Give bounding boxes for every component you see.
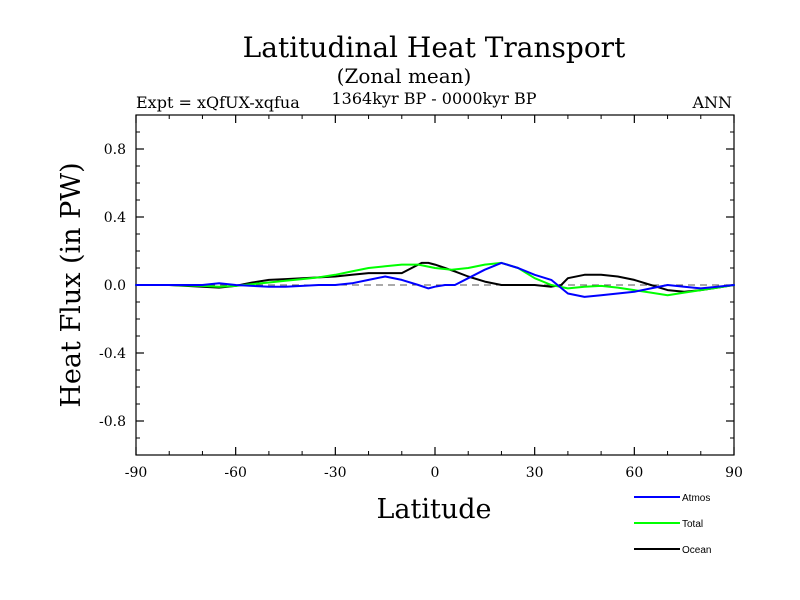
period-label: 1364kyr BP - 0000kyr BP bbox=[332, 89, 537, 108]
y-tick-label: -0.8 bbox=[99, 414, 126, 430]
chart-subtitle: (Zonal mean) bbox=[337, 64, 472, 88]
chart-title: Latitudinal Heat Transport bbox=[243, 31, 626, 64]
legend-label-ocean: Ocean bbox=[682, 545, 711, 556]
y-tick-label: 0.8 bbox=[104, 142, 126, 158]
series-line-atmos bbox=[135, 261, 735, 298]
x-tick-label: -30 bbox=[324, 465, 347, 481]
series-line-ocean bbox=[135, 261, 735, 293]
y-tick-label: -0.4 bbox=[99, 346, 126, 362]
x-tick-label: 60 bbox=[625, 465, 643, 481]
season-label: ANN bbox=[691, 93, 732, 112]
x-tick-label: -90 bbox=[125, 465, 148, 481]
experiment-label: Expt = xQfUX-xqfua bbox=[136, 93, 300, 112]
y-tick-label: 0.4 bbox=[104, 210, 126, 226]
x-tick-label: -60 bbox=[224, 465, 247, 481]
y-tick-label: 0.0 bbox=[104, 278, 126, 294]
x-tick-label: 90 bbox=[725, 465, 743, 481]
x-axis-label: Latitude bbox=[376, 494, 491, 525]
y-axis-label: Heat Flux (in PW) bbox=[56, 162, 87, 407]
legend-label-total: Total bbox=[682, 519, 703, 530]
legend-label-atmos: Atmos bbox=[682, 493, 710, 504]
x-tick-label: 0 bbox=[431, 465, 440, 481]
x-tick-label: 30 bbox=[526, 465, 544, 481]
